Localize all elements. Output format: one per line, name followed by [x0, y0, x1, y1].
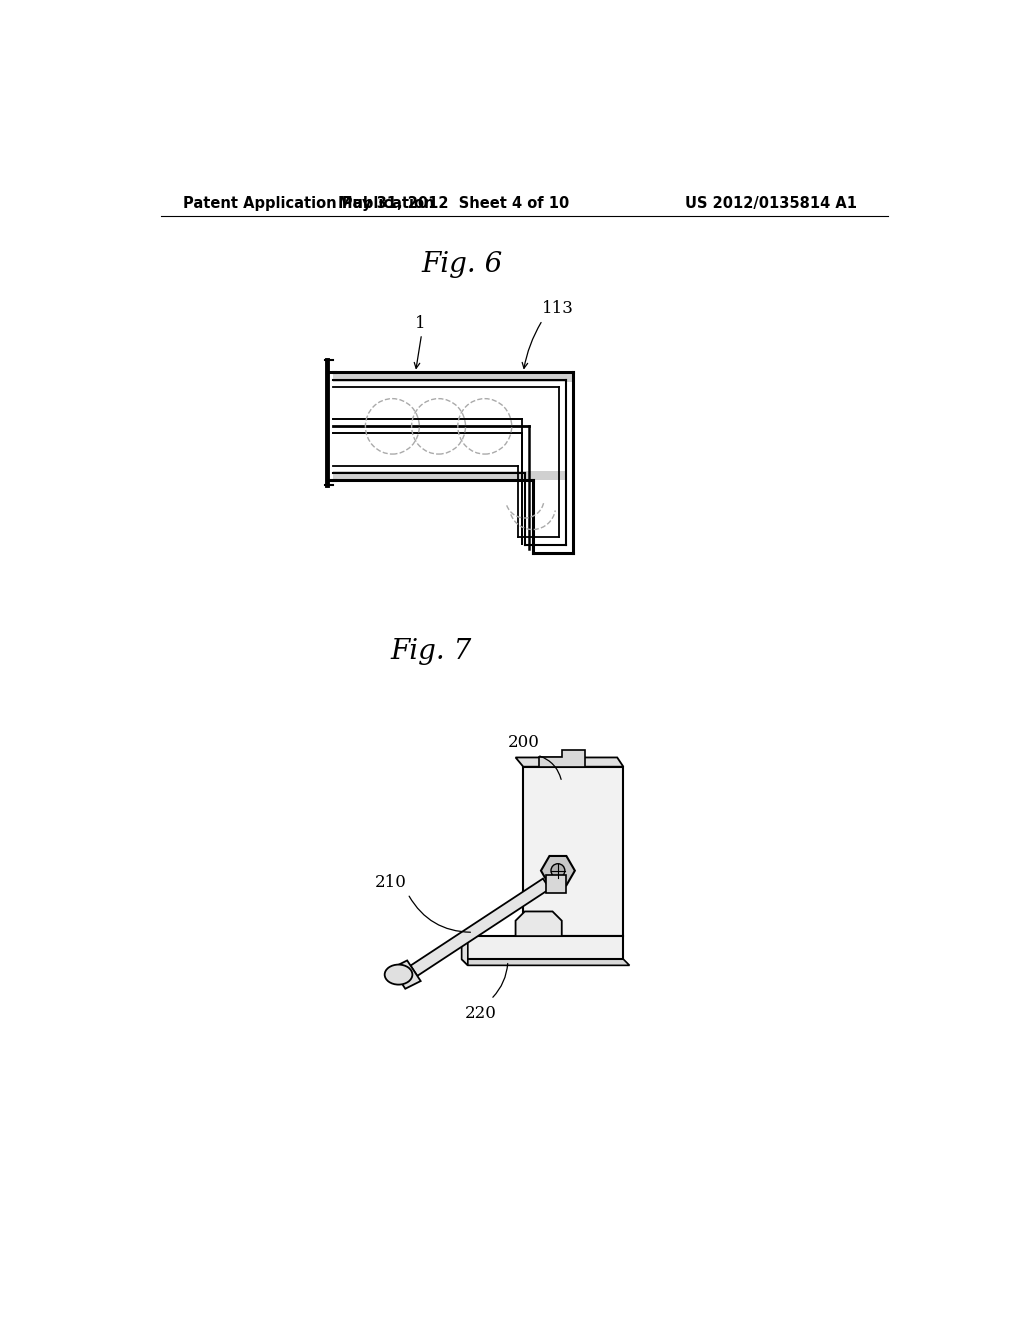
Text: Patent Application Publication: Patent Application Publication — [183, 195, 434, 211]
Polygon shape — [462, 960, 630, 965]
Text: 113: 113 — [542, 300, 573, 317]
Text: Fig. 6: Fig. 6 — [421, 251, 503, 279]
Ellipse shape — [551, 863, 565, 878]
Ellipse shape — [385, 965, 413, 985]
Polygon shape — [539, 750, 585, 767]
Polygon shape — [411, 879, 550, 975]
Text: May 31, 2012  Sheet 4 of 10: May 31, 2012 Sheet 4 of 10 — [338, 195, 569, 211]
Polygon shape — [462, 936, 468, 965]
Polygon shape — [523, 767, 624, 936]
Polygon shape — [462, 936, 624, 960]
Text: 1: 1 — [415, 315, 425, 333]
Polygon shape — [515, 758, 624, 767]
Polygon shape — [333, 372, 573, 381]
Polygon shape — [392, 961, 421, 989]
Polygon shape — [547, 875, 565, 892]
Polygon shape — [515, 911, 562, 936]
Text: 200: 200 — [507, 734, 540, 751]
Text: 220: 220 — [465, 1005, 497, 1022]
Text: 210: 210 — [375, 874, 407, 891]
Polygon shape — [541, 855, 574, 886]
Polygon shape — [333, 471, 565, 480]
Text: Fig. 7: Fig. 7 — [390, 638, 471, 665]
Text: US 2012/0135814 A1: US 2012/0135814 A1 — [685, 195, 857, 211]
